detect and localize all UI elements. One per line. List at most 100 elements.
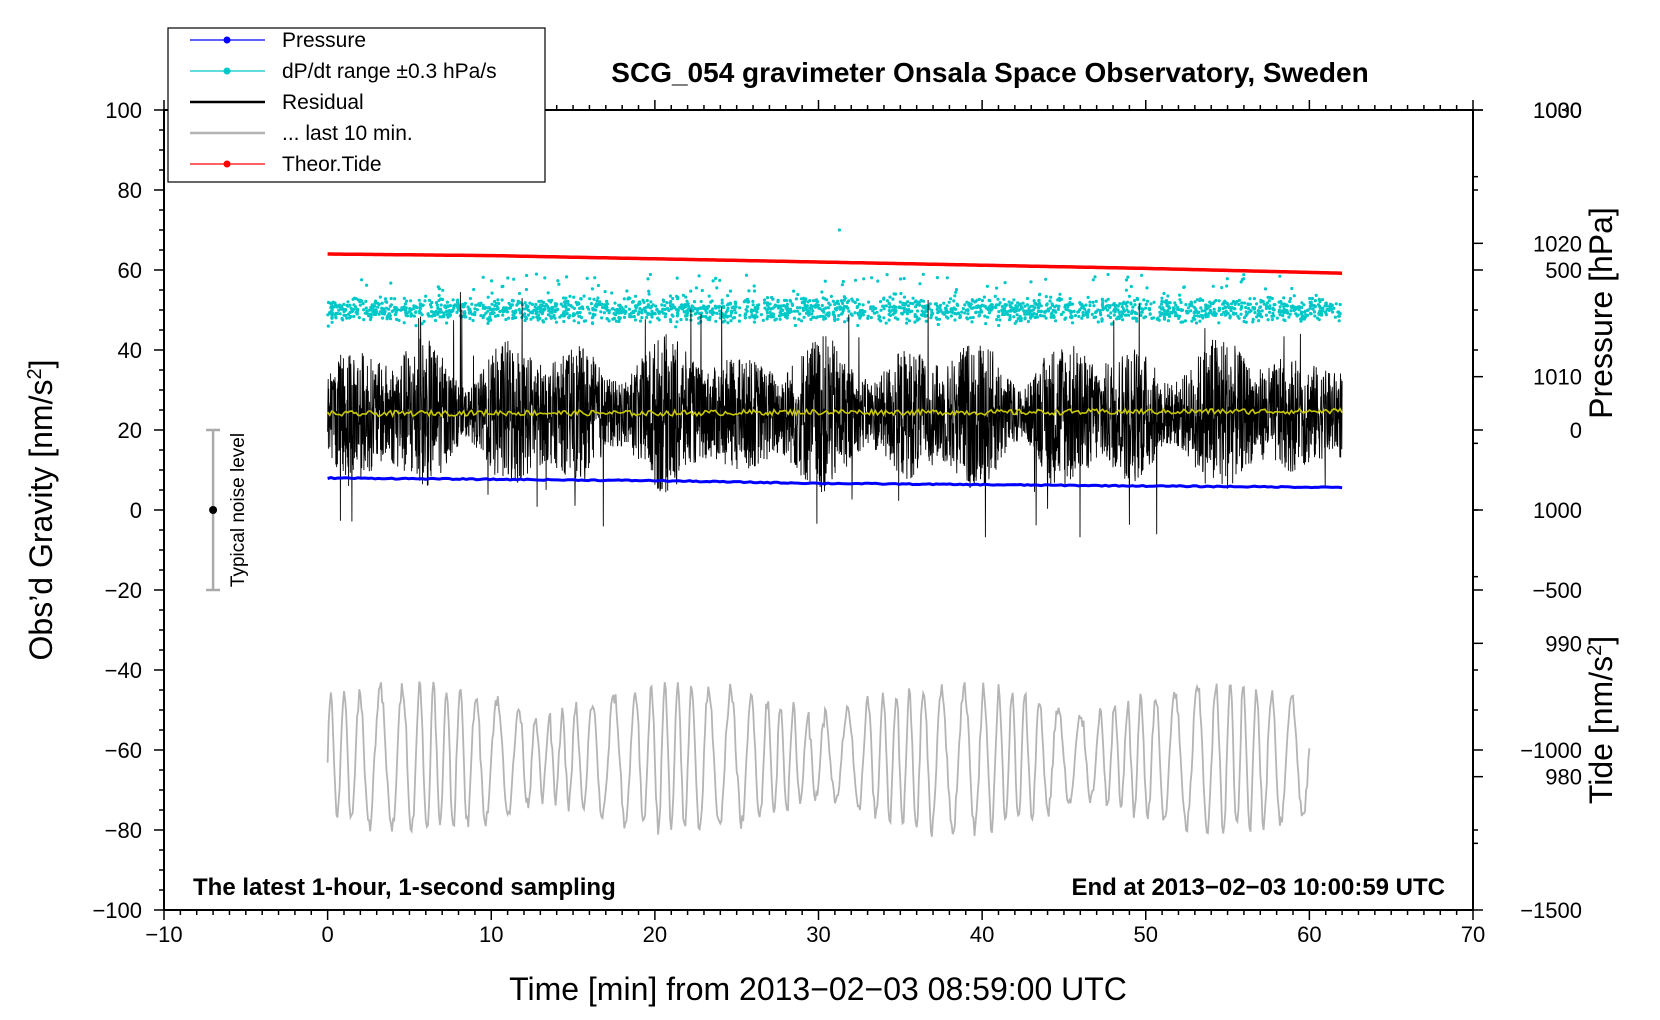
- dpdt-point: [697, 274, 701, 278]
- dpdt-point: [920, 309, 924, 313]
- dpdt-point: [550, 298, 554, 302]
- dpdt-point: [1317, 303, 1321, 307]
- dpdt-point: [613, 308, 618, 312]
- dpdt-point: [1270, 317, 1274, 322]
- dpdt-point: [382, 312, 387, 316]
- dpdt-point: [404, 313, 408, 317]
- dpdt-point: [346, 300, 350, 304]
- dpdt-point: [661, 307, 665, 311]
- dpdt-point: [504, 307, 509, 311]
- dpdt-point: [647, 289, 651, 293]
- dpdt-point: [547, 309, 551, 313]
- dpdt-point: [879, 319, 883, 323]
- dpdt-point: [455, 310, 459, 314]
- dpdt-point: [699, 311, 704, 315]
- dpdt-point: [1046, 307, 1050, 311]
- dpdt-point: [326, 313, 330, 317]
- dpdt-point: [1235, 300, 1239, 304]
- dpdt-point: [714, 276, 718, 280]
- dpdt-point: [914, 299, 918, 303]
- dpdt-point: [795, 309, 800, 313]
- legend-item: Residual: [190, 91, 364, 114]
- dpdt-point: [732, 316, 737, 320]
- dpdt-point: [417, 298, 421, 302]
- dpdt-point: [387, 307, 391, 311]
- dpdt-point: [1247, 310, 1251, 314]
- dpdt-point: [557, 282, 561, 286]
- dpdt-point: [1225, 277, 1229, 281]
- dpdt-point: [1135, 319, 1139, 323]
- dpdt-point: [840, 311, 844, 315]
- dpdt-point: [663, 304, 667, 308]
- dpdt-point: [389, 296, 393, 301]
- dpdt-point: [1253, 311, 1257, 315]
- dpdt-point: [1058, 292, 1062, 296]
- dpdt-point: [782, 304, 786, 308]
- dpdt-point: [600, 302, 604, 306]
- dpdt-point: [1016, 317, 1020, 321]
- dpdt-point: [1025, 303, 1029, 307]
- dpdt-point: [354, 297, 358, 301]
- dpdt-point: [566, 301, 570, 305]
- y-pressure-tick-label: 980: [1545, 765, 1582, 790]
- dpdt-point: [371, 310, 375, 314]
- dpdt-point: [341, 307, 345, 311]
- dpdt-point: [1201, 298, 1205, 302]
- dpdt-point: [347, 316, 351, 320]
- dpdt-point: [824, 306, 828, 310]
- dpdt-point: [418, 302, 422, 306]
- dpdt-point: [704, 309, 708, 313]
- dpdt-point: [493, 314, 497, 318]
- dpdt-point: [1049, 295, 1053, 299]
- dpdt-point: [336, 311, 340, 316]
- dpdt-point: [708, 315, 712, 319]
- dpdt-point: [729, 309, 733, 313]
- dpdt-point: [768, 310, 772, 314]
- dpdt-point: [836, 302, 841, 306]
- dpdt-point: [453, 303, 457, 307]
- dpdt-point: [1142, 298, 1146, 302]
- dpdt-point: [510, 298, 514, 302]
- dpdt-point: [333, 313, 337, 317]
- dpdt-point: [1072, 309, 1076, 313]
- dpdt-point: [660, 303, 664, 307]
- dpdt-point: [763, 306, 767, 310]
- dpdt-point: [752, 308, 756, 312]
- dpdt-point: [625, 289, 629, 293]
- dpdt-point: [524, 287, 529, 292]
- y-axis-label-tide: Tide [nm/s2]: [1583, 636, 1619, 804]
- y-left-tick-label: −80: [105, 818, 142, 843]
- dpdt-point: [811, 299, 816, 303]
- dpdt-point: [965, 316, 969, 320]
- dpdt-point: [1119, 314, 1123, 318]
- dpdt-point: [1023, 317, 1027, 321]
- dpdt-point: [887, 309, 891, 313]
- dpdt-point: [905, 317, 909, 321]
- dpdt-point: [1179, 300, 1183, 305]
- dpdt-point: [1317, 311, 1321, 315]
- dpdt-point: [660, 310, 664, 314]
- dpdt-point: [333, 301, 337, 305]
- dpdt-point: [872, 311, 877, 315]
- dpdt-point: [697, 316, 701, 320]
- dpdt-point: [535, 315, 539, 319]
- dpdt-point: [1308, 300, 1312, 305]
- dpdt-point: [900, 311, 904, 315]
- dpdt-point: [617, 311, 621, 315]
- dpdt-point: [554, 320, 559, 324]
- dpdt-point: [1233, 307, 1237, 311]
- dpdt-point: [378, 295, 382, 299]
- dpdt-point: [902, 295, 907, 299]
- dpdt-point: [602, 311, 607, 315]
- dpdt-point: [1166, 308, 1170, 313]
- legend-swatch-dot: [223, 67, 231, 75]
- dpdt-point: [472, 287, 476, 292]
- dpdt-point: [1116, 308, 1120, 312]
- dpdt-point: [590, 321, 595, 325]
- dpdt-point: [1194, 321, 1199, 325]
- dpdt-point: [484, 311, 488, 315]
- dpdt-point: [596, 296, 600, 300]
- dpdt-point: [699, 299, 703, 304]
- dpdt-point: [527, 308, 531, 312]
- dpdt-point: [955, 302, 959, 306]
